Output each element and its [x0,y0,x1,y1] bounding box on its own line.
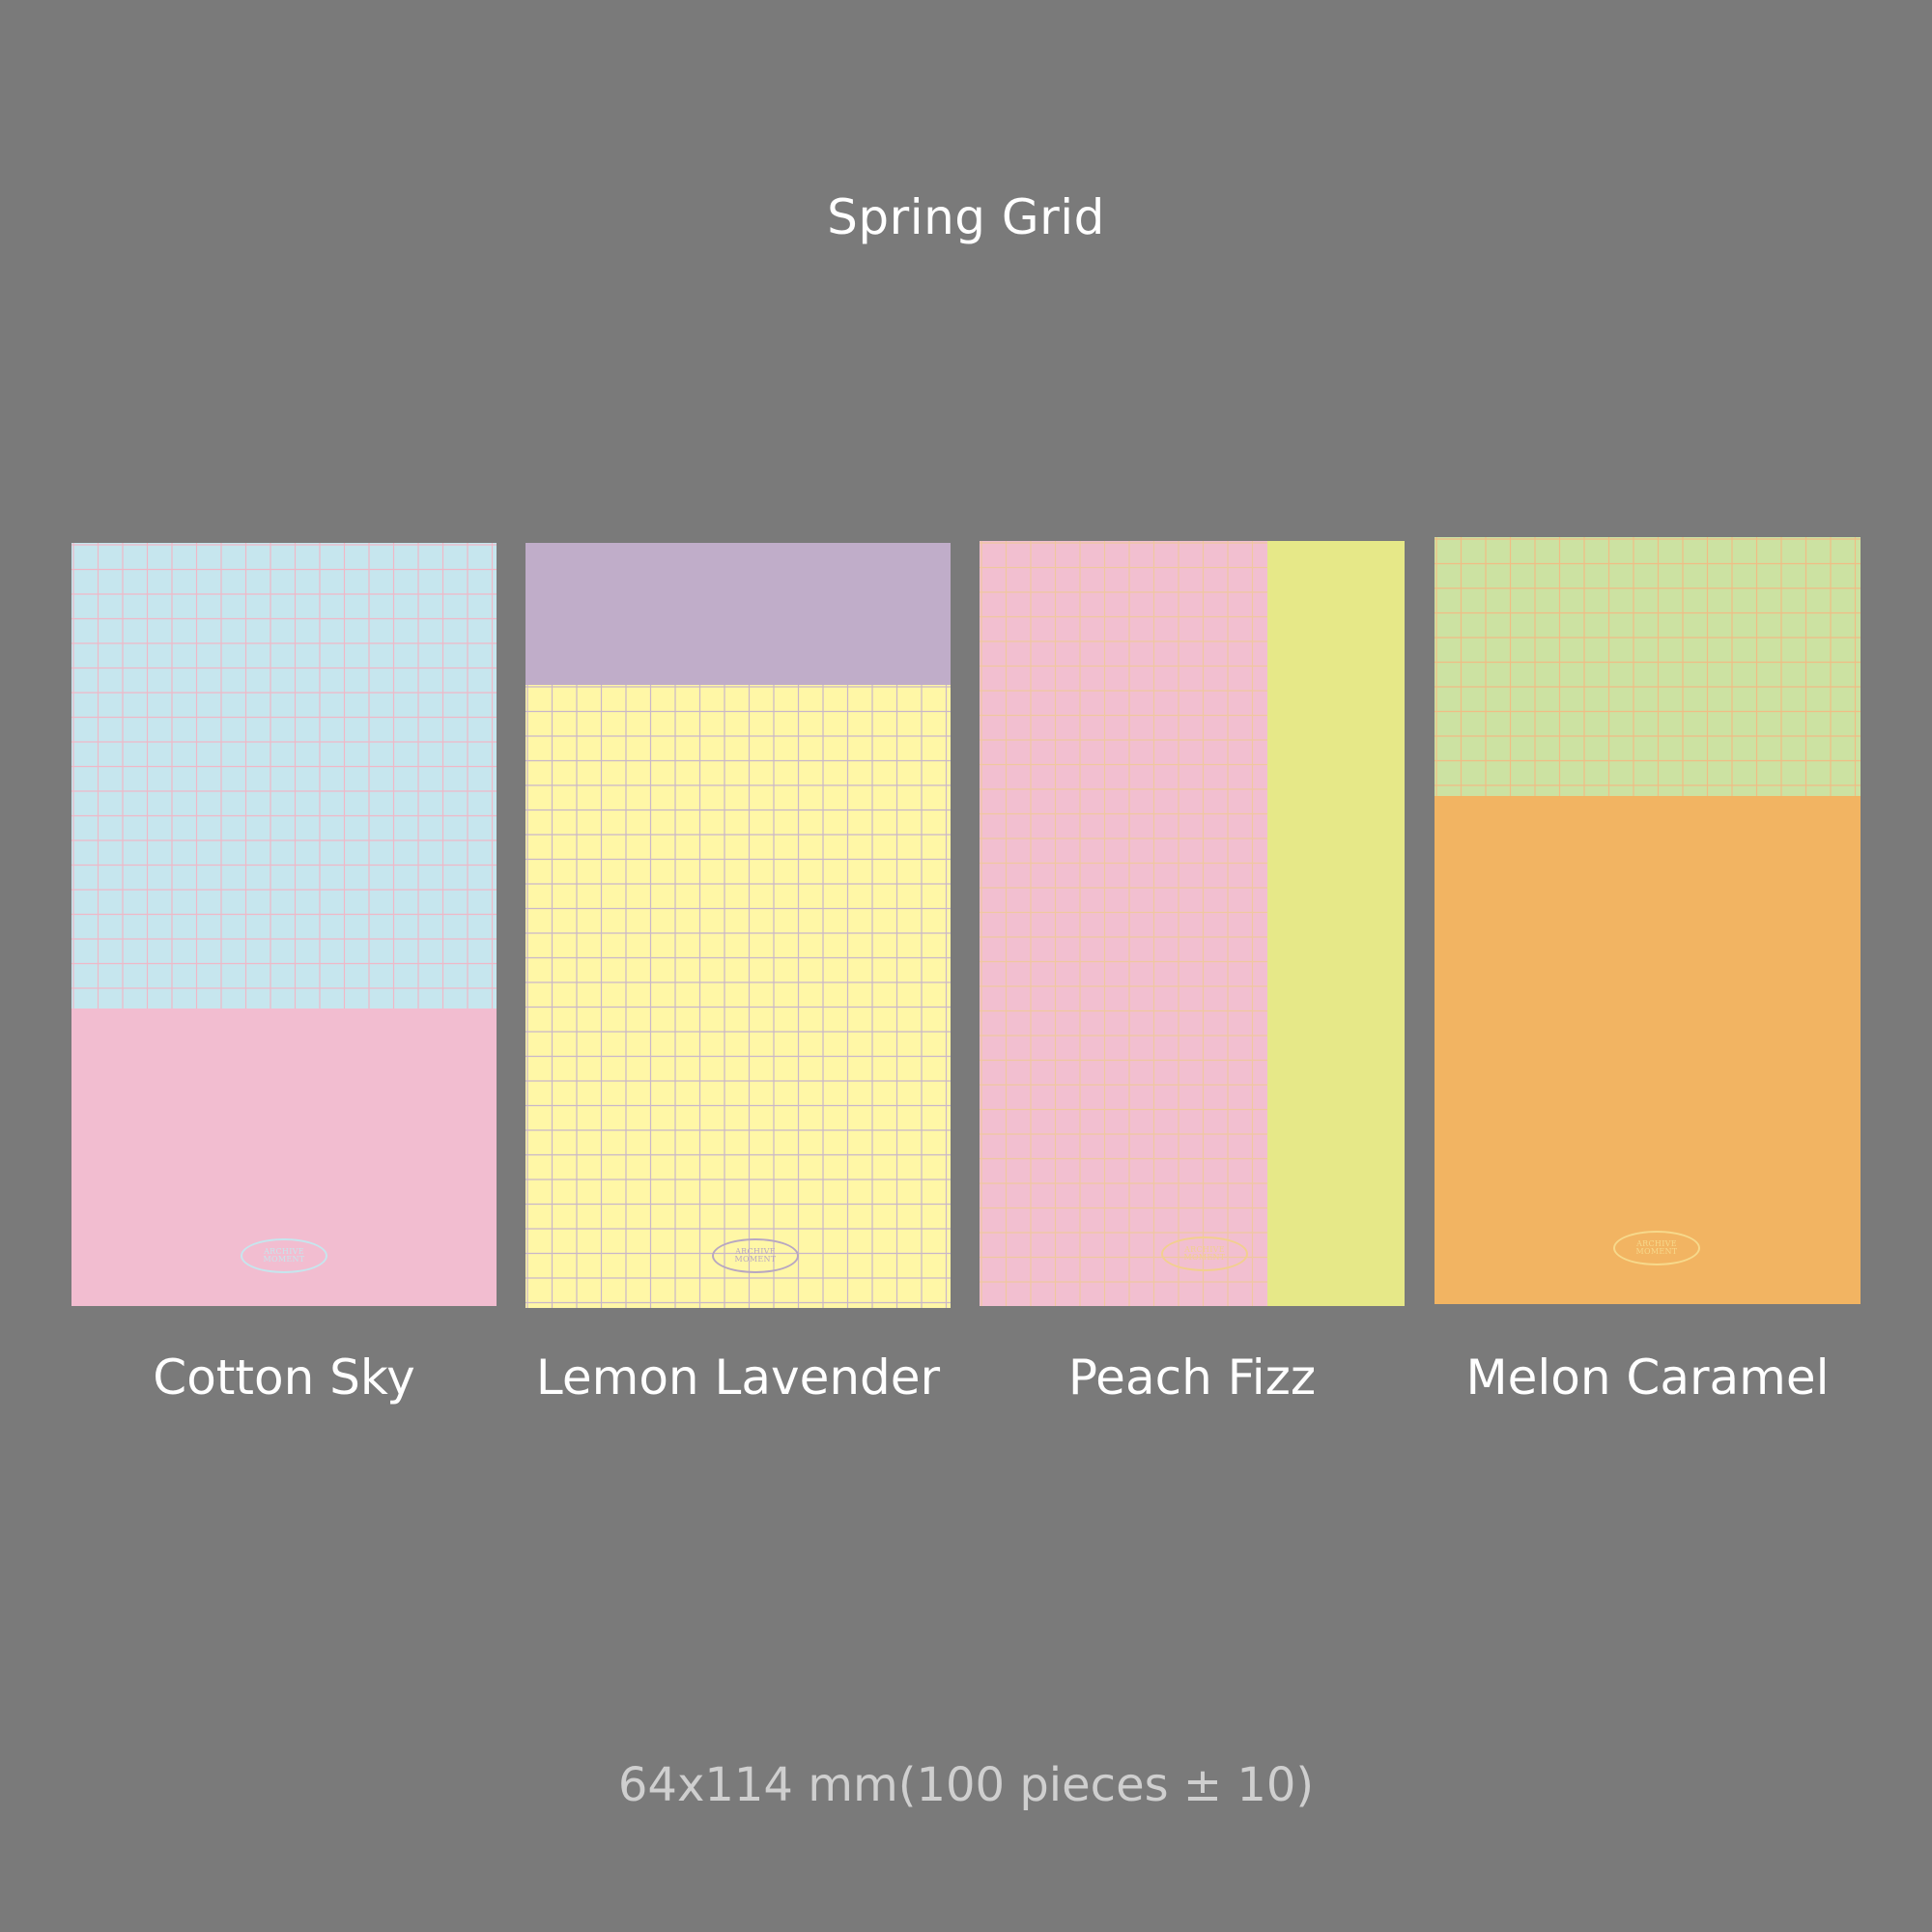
grid-section [1435,537,1861,796]
notepad-lemon-lavender: ARCHIVE MOMENT [526,543,951,1308]
logo-text-line1: ARCHIVE [264,1247,304,1256]
notepad-peach-fizz: ARCHIVE MOMENT [980,541,1405,1306]
logo-text-line2: MOMENT [734,1255,777,1264]
solid-section [1267,541,1405,1306]
logo-text-line1: ARCHIVE [1184,1245,1225,1254]
grid-pattern [526,685,951,1308]
archive-moment-logo: ARCHIVE MOMENT [241,1238,327,1273]
notepad-cotton-sky: ARCHIVE MOMENT [71,543,497,1306]
archive-moment-logo: ARCHIVE MOMENT [712,1238,799,1273]
logo-text-line1: ARCHIVE [1636,1239,1677,1248]
grid-section [980,541,1267,1306]
product-spec: 64x114 mm(100 pieces ± 10) [617,1758,1315,1812]
grid-pattern [980,541,1267,1306]
page-title: Spring Grid [827,189,1105,245]
notepad-melon-caramel: ARCHIVE MOMENT [1435,537,1861,1304]
product-name-cotton-sky: Cotton Sky [153,1350,415,1406]
product-name-peach-fizz: Peach Fizz [1067,1350,1317,1406]
grid-pattern [71,543,497,1009]
logo-text-line2: MOMENT [263,1255,305,1264]
grid-section [526,685,951,1308]
logo-text-line2: MOMENT [1183,1253,1226,1262]
logo-text-line2: MOMENT [1635,1247,1678,1256]
solid-section [1435,796,1861,1304]
archive-moment-logo: ARCHIVE MOMENT [1161,1236,1248,1271]
product-name-lemon-lavender: Lemon Lavender [535,1350,941,1406]
grid-section [71,543,497,1009]
archive-moment-logo: ARCHIVE MOMENT [1613,1231,1700,1265]
logo-text-line1: ARCHIVE [735,1247,776,1256]
solid-section [526,543,951,685]
product-name-melon-caramel: Melon Caramel [1465,1350,1830,1406]
grid-pattern [1435,537,1861,796]
